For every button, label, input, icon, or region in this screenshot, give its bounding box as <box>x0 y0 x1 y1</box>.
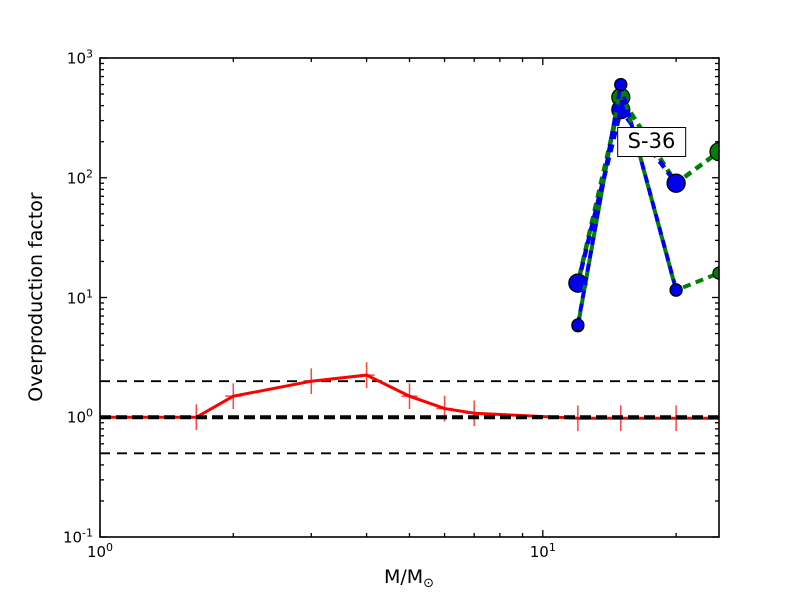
series-massive-models-blue-small-marker <box>669 283 683 297</box>
series-massive-models-blue-small-marker <box>571 318 585 332</box>
series-massive-models-green-small-marker <box>712 266 719 280</box>
series-massive-models-blue-small <box>571 77 683 332</box>
series-massive-models-blue-large-marker <box>666 173 686 193</box>
y-tick-label: 10-1 <box>62 526 93 547</box>
y-tick-label: 101 <box>66 287 93 308</box>
series-massive-models-blue-small-marker <box>614 77 628 92</box>
y-tick-label: 102 <box>66 167 93 188</box>
x-axis-label: M/M⊙ <box>383 566 435 591</box>
axis-ticks <box>99 57 719 538</box>
x-tick-label: 100 <box>86 541 114 561</box>
series-massive-models-green-large-marker <box>709 142 719 162</box>
y-tick-label: 100 <box>66 406 93 427</box>
y-tick-label: 103 <box>66 47 93 68</box>
sun-symbol: ⊙ <box>423 576 435 591</box>
isotope-annotation: S-36 <box>616 126 687 157</box>
y-axis-label: Overproduction factor <box>25 192 47 402</box>
x-axis-label-text: M/M <box>383 566 424 588</box>
x-tick-label: 101 <box>529 541 556 561</box>
